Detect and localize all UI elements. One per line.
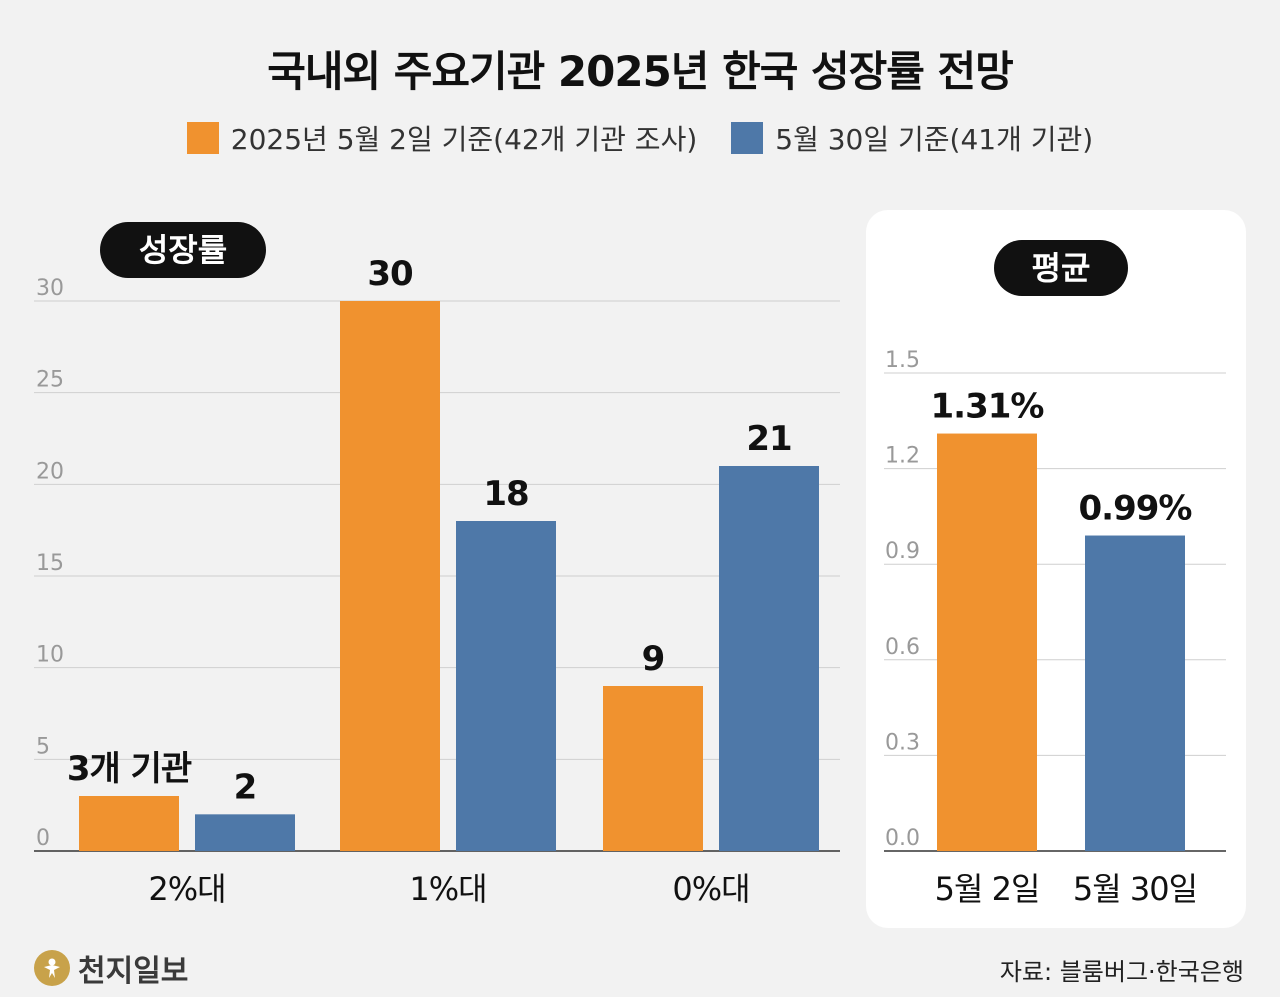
logo: 천지일보: [34, 946, 188, 990]
avg-data-label-1: 0.99%: [1079, 489, 1192, 529]
x-tick-1%대: 1%대: [409, 870, 486, 908]
y-tick-5: 5: [36, 734, 50, 759]
y-tick-20: 20: [36, 459, 64, 484]
legend-swatch-blue: [731, 122, 764, 154]
legend: 2025년 5월 2일 기준(42개 기관 조사) 5월 30일 기준(41개 …: [0, 118, 1280, 158]
data-label-2%대-s1: 2: [234, 767, 257, 807]
legend-label-may30: 5월 30일 기준(41개 기관): [775, 123, 1094, 156]
avg-y-tick-0.3: 0.3: [885, 730, 920, 755]
avg-bar-1: [1085, 535, 1185, 851]
legend-label-may2: 2025년 5월 2일 기준(42개 기관 조사): [230, 123, 698, 156]
source-note: 자료: 블룸버그·한국은행: [999, 958, 1244, 986]
avg-y-tick-1.5: 1.5: [885, 348, 920, 373]
avg-y-tick-1.2: 1.2: [885, 444, 920, 469]
avg-x-tick-0: 5월 2일: [935, 870, 1040, 908]
avg-data-label-0: 1.31%: [931, 387, 1044, 427]
logo-text: 천지일보: [78, 954, 189, 989]
avg-y-tick-0.6: 0.6: [885, 635, 920, 660]
y-tick-0: 0: [36, 826, 50, 851]
avg-bar-0: [937, 433, 1037, 851]
y-tick-25: 25: [36, 368, 64, 393]
legend-item-may30: 5월 30일 기준(41개 기관): [731, 118, 1093, 158]
growth-pill: 성장률: [100, 222, 266, 278]
x-tick-0%대: 0%대: [672, 870, 749, 908]
bar-1%대-s0: [340, 301, 440, 851]
data-label-0%대-s0: 9: [642, 639, 665, 679]
logo-icon: [34, 950, 70, 986]
average-pill: 평균: [994, 240, 1128, 296]
legend-swatch-orange: [186, 122, 219, 154]
y-tick-15: 15: [36, 551, 64, 576]
avg-x-tick-1: 5월 30일: [1073, 870, 1197, 908]
bar-2%대-s1: [195, 814, 295, 851]
data-label-2%대-s0: 3개 기관: [67, 749, 192, 789]
chart-title: 국내외 주요기관 2025년 한국 성장률 전망: [267, 47, 1014, 96]
bar-2%대-s0: [79, 796, 179, 851]
data-label-1%대-s0: 30: [367, 254, 413, 294]
bar-0%대-s1: [719, 466, 819, 851]
avg-y-tick-0.0: 0.0: [885, 826, 920, 851]
avg-y-tick-0.9: 0.9: [885, 539, 920, 564]
bar-0%대-s0: [603, 686, 703, 851]
x-tick-2%대: 2%대: [148, 870, 225, 908]
legend-item-may2: 2025년 5월 2일 기준(42개 기관 조사): [186, 118, 698, 158]
bar-1%대-s1: [456, 521, 556, 851]
data-label-0%대-s1: 21: [746, 419, 791, 459]
data-label-1%대-s1: 18: [483, 474, 528, 514]
y-tick-30: 30: [36, 276, 64, 301]
y-tick-10: 10: [36, 643, 64, 668]
